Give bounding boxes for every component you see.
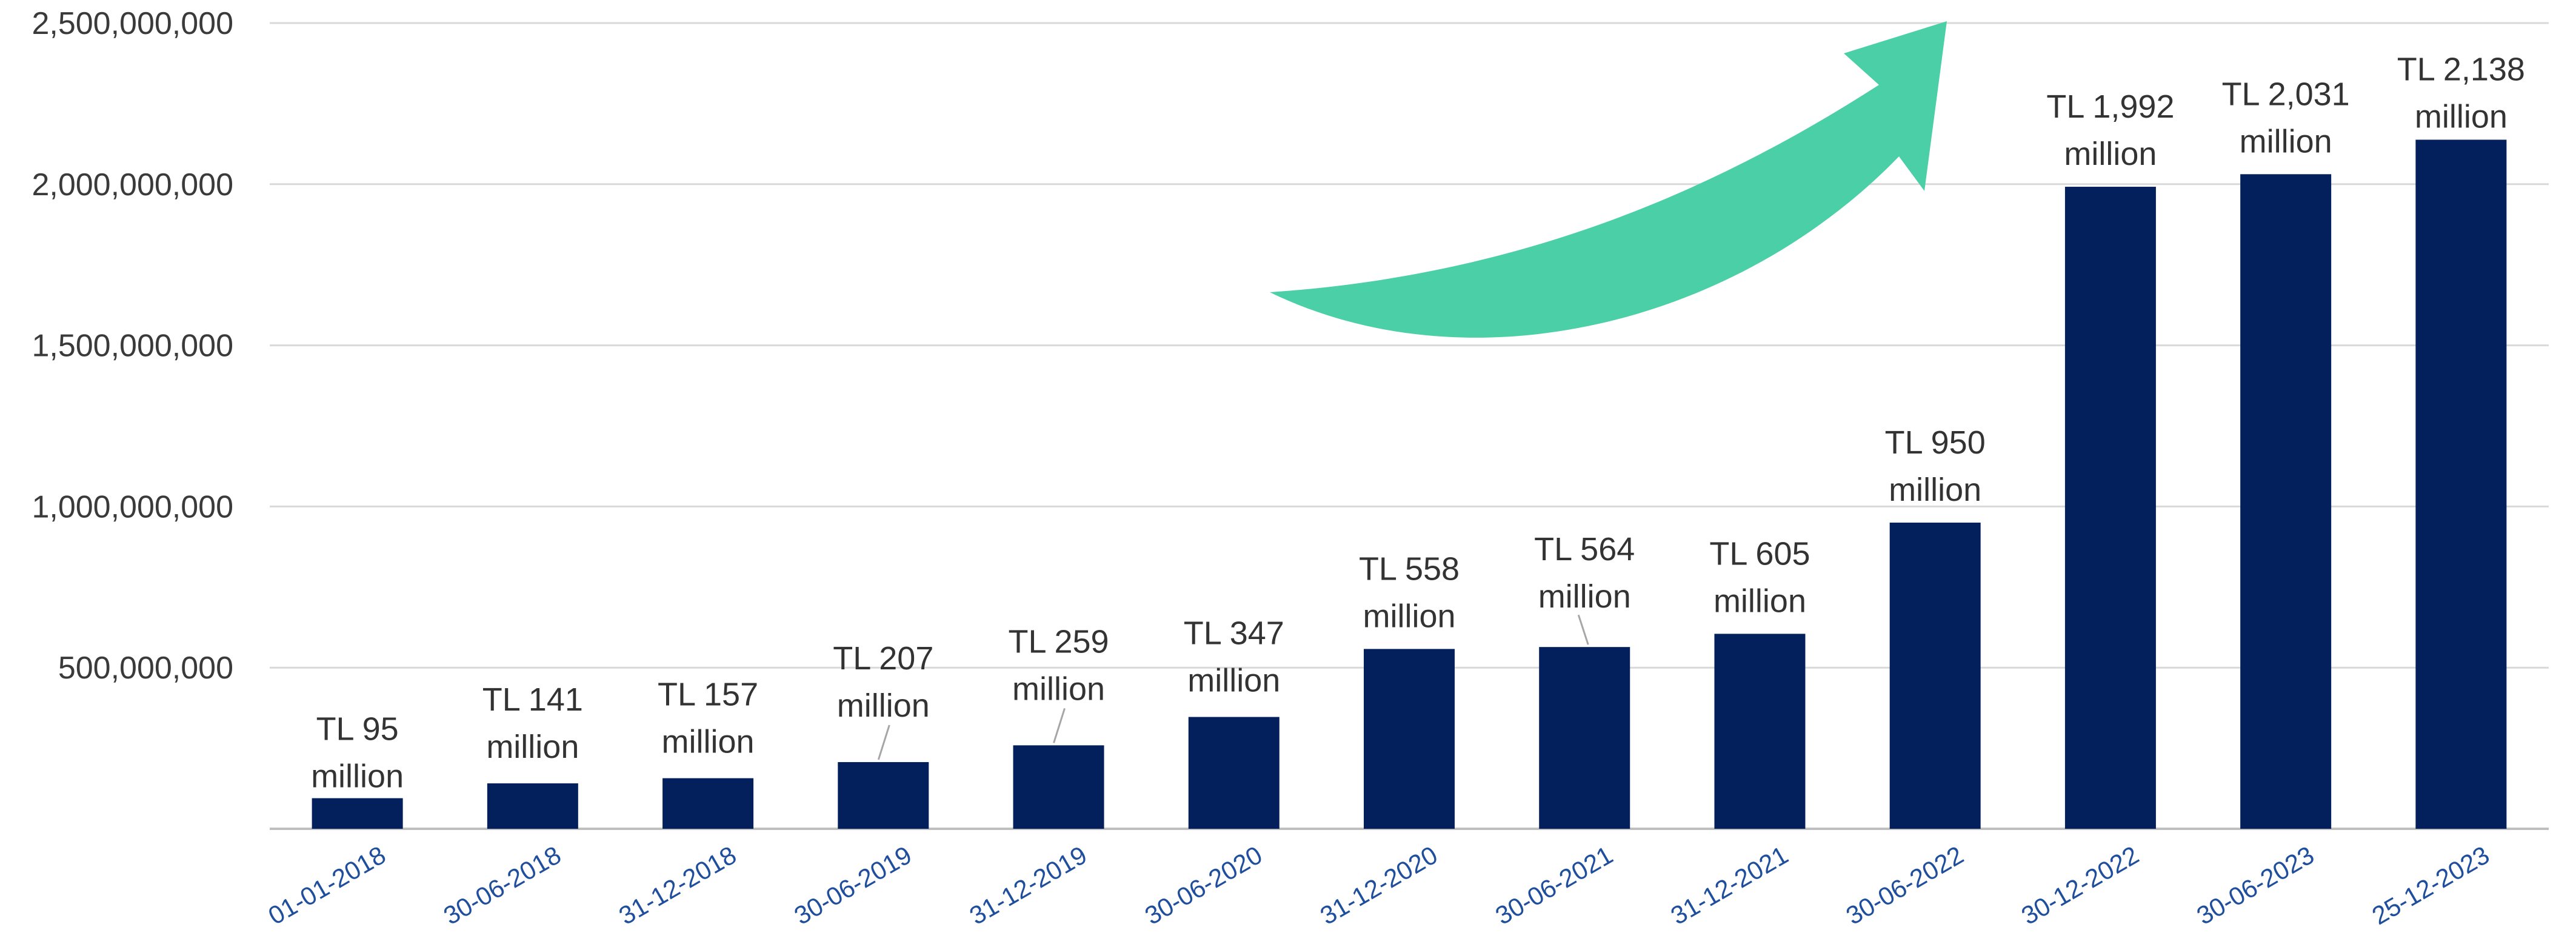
data-label-unit: million <box>1713 583 1806 619</box>
data-label-unit: million <box>1012 671 1105 707</box>
data-label-value: TL 950 <box>1885 424 1986 461</box>
bar <box>1539 647 1630 829</box>
data-label-unit: million <box>1538 578 1631 615</box>
x-tick-label: 31-12-2018 <box>614 840 741 930</box>
x-tick-label: 01-01-2018 <box>264 840 391 930</box>
data-label-value: TL 2,031 <box>2222 76 2350 112</box>
bar <box>2240 174 2332 829</box>
data-label: TL 259 million <box>1008 623 1109 743</box>
x-tick-label: 31-12-2019 <box>964 840 1092 930</box>
y-tick-label: 2,000,000,000 <box>32 167 233 203</box>
bar <box>312 798 403 829</box>
data-label-value: TL 564 <box>1534 531 1635 567</box>
y-tick-label: 1,500,000,000 <box>32 329 233 364</box>
data-label: TL 2,138 million <box>2397 51 2525 135</box>
bar <box>838 762 929 829</box>
data-label-unit: million <box>2415 98 2508 135</box>
data-label-unit: million <box>2064 136 2157 172</box>
x-tick-label: 25-12-2023 <box>2367 840 2494 930</box>
x-tick-label: 30-06-2023 <box>2192 840 2319 930</box>
data-label-unit: million <box>1187 663 1280 699</box>
data-label: TL 950 million <box>1885 424 1986 508</box>
data-label-value: TL 2,138 <box>2397 51 2525 87</box>
data-label: TL 157 million <box>658 677 758 760</box>
x-tick-label: 31-12-2020 <box>1315 840 1443 930</box>
data-label-unit: million <box>837 688 930 724</box>
data-label: TL 1,992 million <box>2046 89 2174 172</box>
x-tick-label: 30-12-2022 <box>2017 840 2144 930</box>
data-label: TL 347 million <box>1184 615 1284 699</box>
data-label-value: TL 259 <box>1008 623 1109 660</box>
data-label: TL 564 million <box>1534 531 1635 645</box>
bar <box>1188 717 1280 829</box>
bar <box>487 783 578 829</box>
bar <box>662 778 754 829</box>
x-tick-label: 30-06-2022 <box>1841 840 1969 930</box>
data-label: TL 141 million <box>482 681 583 765</box>
x-tick-label: 30-06-2020 <box>1140 840 1267 930</box>
data-label: TL 95 million <box>311 711 404 794</box>
data-label-value: TL 347 <box>1184 615 1284 652</box>
y-axis-ticks: 500,000,000 1,000,000,000 1,500,000,000 2,0… <box>32 6 233 686</box>
y-tick-label: 2,500,000,000 <box>32 6 233 41</box>
bar <box>1364 649 1455 829</box>
leader-line <box>1577 614 1589 645</box>
data-label-value: TL 207 <box>833 640 933 677</box>
data-label-value: TL 157 <box>658 677 758 713</box>
data-label-unit: million <box>662 724 755 760</box>
bar <box>1013 745 1104 829</box>
data-label-value: TL 95 <box>316 711 399 747</box>
x-tick-label: 30-06-2021 <box>1490 840 1618 930</box>
x-axis-ticks: 01-01-2018 30-06-2018 31-12-2018 30-06-2019… <box>264 840 2494 930</box>
y-tick-label: 500,000,000 <box>58 651 233 686</box>
bar <box>2064 187 2156 829</box>
data-label: TL 207 million <box>833 640 933 760</box>
data-label-value: TL 141 <box>482 681 583 718</box>
data-label-value: TL 1,992 <box>2046 89 2174 125</box>
bars <box>312 139 2507 829</box>
bar <box>1714 634 1806 829</box>
growth-arrow-icon <box>1270 21 1947 338</box>
data-label: TL 2,031 million <box>2222 76 2350 159</box>
data-label-unit: million <box>311 758 404 794</box>
x-tick-label: 30-06-2019 <box>789 840 916 930</box>
bar <box>1889 522 1981 829</box>
data-label-unit: million <box>2240 123 2332 159</box>
data-label: TL 558 million <box>1359 551 1460 634</box>
bar <box>2415 139 2507 829</box>
x-tick-label: 31-12-2021 <box>1666 840 1793 930</box>
leader-line <box>877 725 890 760</box>
data-label-unit: million <box>486 729 579 765</box>
leader-line <box>1053 708 1066 743</box>
data-label-unit: million <box>1889 472 1981 508</box>
data-label: TL 605 million <box>1709 535 1810 619</box>
y-tick-label: 1,000,000,000 <box>32 489 233 524</box>
data-label-unit: million <box>1363 598 1455 634</box>
data-label-value: TL 605 <box>1709 535 1810 572</box>
data-label-value: TL 558 <box>1359 551 1460 587</box>
x-tick-label: 30-06-2018 <box>439 840 566 930</box>
